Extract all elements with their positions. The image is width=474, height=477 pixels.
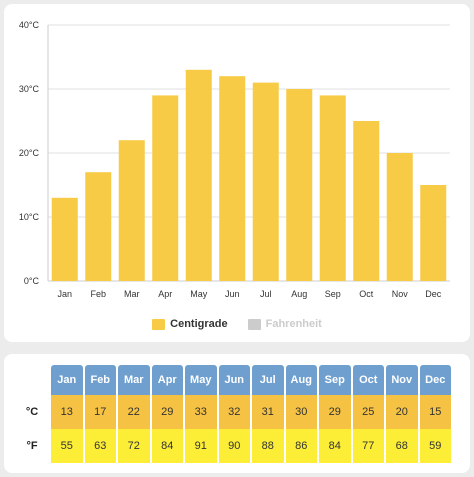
- table-cell: 55: [51, 429, 83, 463]
- table-cell: 33: [185, 395, 217, 429]
- x-tick-label: Nov: [392, 289, 409, 299]
- x-tick-label: May: [190, 289, 208, 299]
- table-header-cell: Jun: [218, 365, 250, 395]
- table-cell: 84: [319, 429, 351, 463]
- bar: [118, 140, 145, 281]
- table-cell: 29: [319, 395, 351, 429]
- y-tick-label: 30°C: [19, 84, 40, 94]
- x-tick-label: Apr: [158, 289, 172, 299]
- table-header-cell: Oct: [352, 365, 384, 395]
- bar: [386, 153, 413, 281]
- table-cell: 30: [285, 395, 317, 429]
- table-cell: 88: [252, 429, 284, 463]
- table-row-celsius: °C 13 17 22 29 33 32 31 30 29 25 20 15: [15, 395, 451, 429]
- table-cell: 31: [252, 395, 284, 429]
- table-header-row: Jan Feb Mar Apr May Jun Jul Aug Sep Oct …: [15, 365, 451, 395]
- legend-label-centigrade: Centigrade: [170, 318, 228, 330]
- table-cell: 32: [218, 395, 250, 429]
- x-tick-label: Oct: [359, 289, 374, 299]
- table-cell: 13: [51, 395, 83, 429]
- y-tick-label: 40°C: [19, 20, 40, 30]
- table-header-cell: Dec: [419, 365, 451, 395]
- table-header-cell: Aug: [285, 365, 317, 395]
- legend-label-fahrenheit: Fahrenheit: [265, 318, 322, 330]
- table-header-cell: Apr: [151, 365, 183, 395]
- table-cell: 59: [419, 429, 451, 463]
- legend-item-centigrade[interactable]: Centigrade: [152, 318, 228, 330]
- table-header-cell: Mar: [118, 365, 150, 395]
- table-cell: 84: [151, 429, 183, 463]
- bar: [252, 82, 279, 281]
- x-tick-label: Jun: [225, 289, 240, 299]
- table-header-cell: Feb: [84, 365, 116, 395]
- table-cell: 68: [386, 429, 418, 463]
- temperature-table: Jan Feb Mar Apr May Jun Jul Aug Sep Oct …: [13, 365, 453, 463]
- celsius-row-label: °C: [25, 406, 39, 418]
- table-cell: 20: [386, 395, 418, 429]
- legend-item-fahrenheit[interactable]: Fahrenheit: [247, 318, 322, 330]
- table-header-cell: Jan: [51, 365, 83, 395]
- table-corner: [15, 365, 49, 395]
- table-header-cell: Jul: [252, 365, 284, 395]
- table-cell: 77: [352, 429, 384, 463]
- x-tick-label: Sep: [325, 289, 341, 299]
- bar: [51, 197, 78, 281]
- table-header-cell: May: [185, 365, 217, 395]
- table-cell: 22: [118, 395, 150, 429]
- bar: [420, 185, 447, 281]
- bar: [185, 69, 212, 281]
- temperature-bar-chart: 0°C 10°C 20°C 30°C 40°C Jan Feb Mar Apr May Jun Jul…: [19, 20, 450, 299]
- table-cell: 90: [218, 429, 250, 463]
- y-tick-label: 20°C: [19, 148, 40, 158]
- y-tick-label: 0°C: [24, 276, 40, 286]
- table-cell: 91: [185, 429, 217, 463]
- x-tick-label: Aug: [291, 289, 307, 299]
- table-cell: 72: [118, 429, 150, 463]
- x-tick-label: Jan: [57, 289, 72, 299]
- table-cell: 63: [84, 429, 116, 463]
- bar: [286, 89, 313, 281]
- x-tick-label: Feb: [90, 289, 106, 299]
- fahrenheit-row-label: °F: [26, 440, 38, 452]
- table-header-cell: Sep: [319, 365, 351, 395]
- table-cell: 29: [151, 395, 183, 429]
- chart-legend: Centigrade Fahrenheit: [4, 318, 470, 330]
- bar: [85, 172, 112, 281]
- x-tick-label: Dec: [425, 289, 442, 299]
- table-cell: 25: [352, 395, 384, 429]
- legend-swatch-centigrade: [152, 318, 166, 330]
- table-cell: 15: [419, 395, 451, 429]
- table-row-fahrenheit: °F 55 63 72 84 91 90 88 86 84 77 68 59: [15, 429, 451, 463]
- chart-card: 0°C 10°C 20°C 30°C 40°C Jan Feb Mar Apr May Jun Jul…: [4, 4, 470, 342]
- bar: [353, 121, 380, 281]
- temperature-table-card: Jan Feb Mar Apr May Jun Jul Aug Sep Oct …: [4, 354, 470, 473]
- bar: [219, 76, 246, 281]
- legend-swatch-fahrenheit: [247, 318, 261, 330]
- bar: [152, 95, 179, 282]
- table-header-cell: Nov: [386, 365, 418, 395]
- table-cell: 17: [84, 395, 116, 429]
- table-cell: 86: [285, 429, 317, 463]
- y-tick-label: 10°C: [19, 212, 40, 222]
- x-tick-label: Mar: [124, 289, 140, 299]
- x-tick-label: Jul: [260, 289, 272, 299]
- bar: [319, 95, 346, 282]
